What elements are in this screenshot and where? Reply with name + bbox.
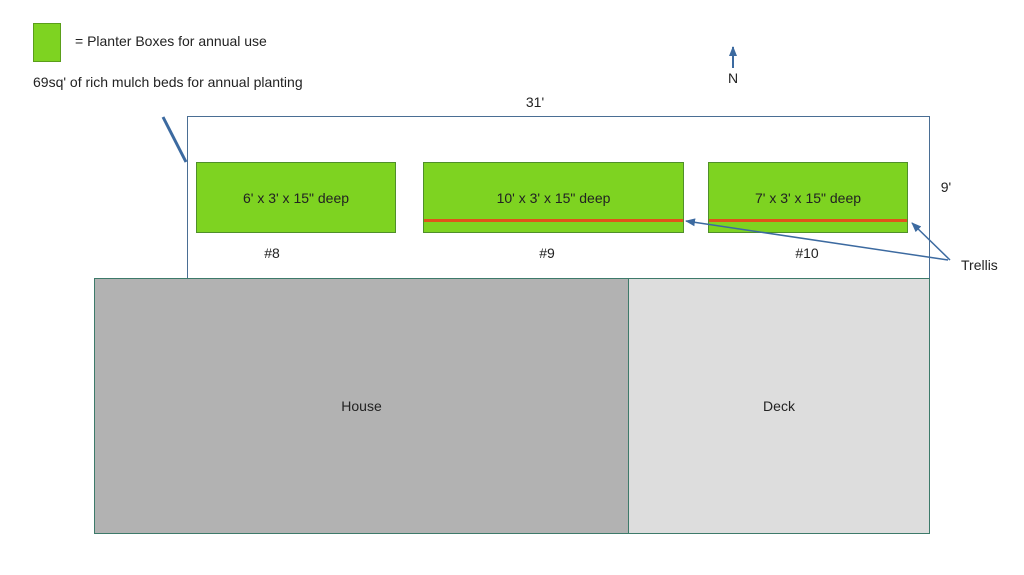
deck-label: Deck	[763, 398, 795, 414]
north-label: N	[727, 70, 739, 86]
yard-depth-label: 9'	[940, 179, 952, 195]
yard-width-label: 31'	[525, 94, 545, 110]
trellis-line	[424, 219, 683, 222]
planter-size: 6' x 3' x 15" deep	[242, 190, 350, 206]
planter-number-9: #9	[539, 245, 555, 261]
house-label: House	[341, 398, 382, 414]
note-text: 69sq' of rich mulch beds for annual plan…	[33, 74, 303, 90]
planter-size: 7' x 3' x 15" deep	[754, 190, 862, 206]
deck-area: Deck	[628, 278, 930, 534]
house-area: House	[94, 278, 629, 534]
trellis-line	[709, 219, 907, 222]
planter-number-10: #10	[795, 245, 819, 261]
trellis-arrow-10	[911, 222, 951, 261]
planter-size: 10' x 3' x 15" deep	[496, 190, 611, 206]
callout-line	[161, 116, 188, 163]
trellis-label: Trellis	[961, 257, 998, 273]
legend-label: = Planter Boxes for annual use	[75, 33, 267, 49]
planter-box-9: 10' x 3' x 15" deep	[423, 162, 684, 233]
planter-box-8: 6' x 3' x 15" deep	[196, 162, 396, 233]
trellis-arrow-9	[685, 218, 949, 261]
planter-box-10: 7' x 3' x 15" deep	[708, 162, 908, 233]
planter-number-8: #8	[264, 245, 280, 261]
legend-swatch	[33, 23, 61, 62]
